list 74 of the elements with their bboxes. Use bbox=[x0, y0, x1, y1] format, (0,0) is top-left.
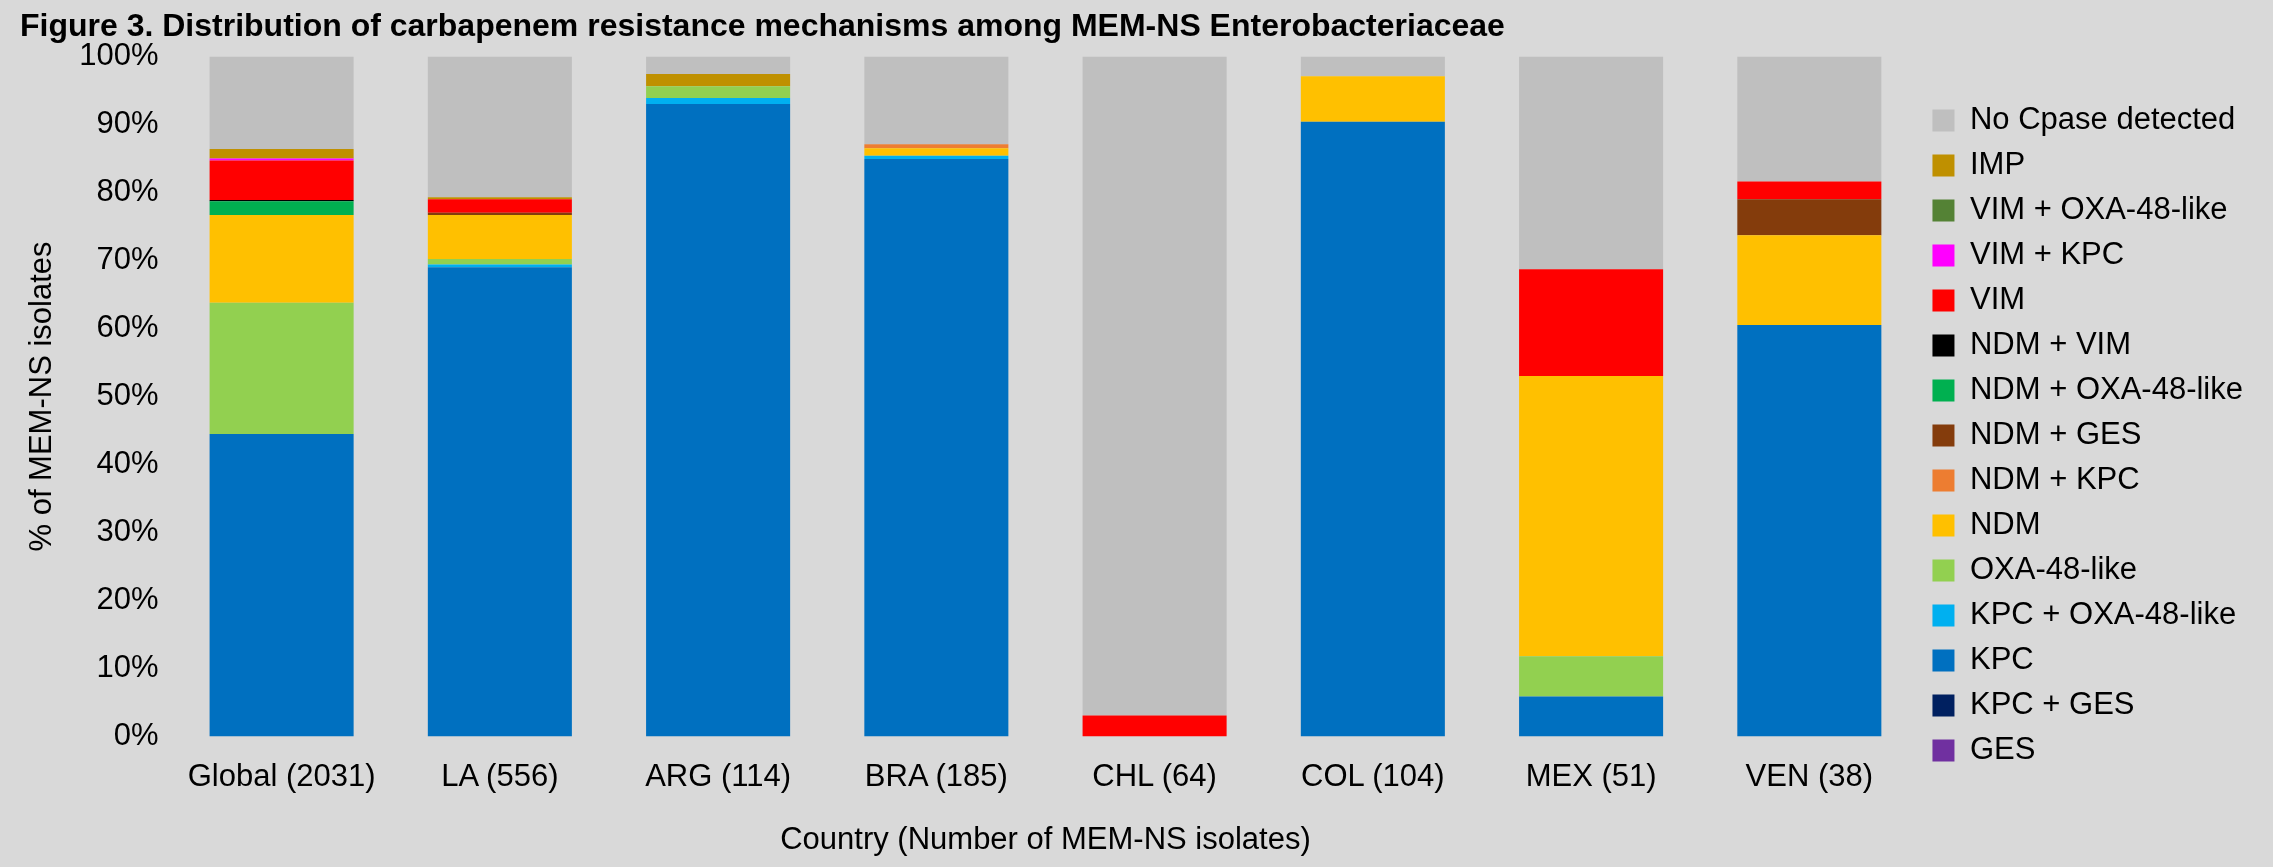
bar bbox=[1300, 121, 1445, 737]
x-tick-label: BRA (185) bbox=[864, 757, 1008, 793]
x-tick-label: MEX (51) bbox=[1525, 757, 1657, 793]
bar bbox=[1737, 56, 1882, 182]
y-axis-title: % of MEM-NS isolates bbox=[23, 241, 59, 552]
x-tick-label: VEN (38) bbox=[1745, 757, 1874, 793]
bar bbox=[427, 56, 572, 198]
legend-label: No Cpase detected bbox=[1969, 101, 2236, 137]
bar bbox=[1519, 56, 1664, 270]
bar bbox=[1737, 199, 1882, 236]
bar bbox=[209, 214, 354, 303]
x-tick-label: CHL (64) bbox=[1092, 757, 1217, 793]
bar bbox=[646, 86, 791, 98]
bar bbox=[1519, 696, 1664, 737]
legend-label: NDM + KPC bbox=[1969, 461, 2140, 497]
y-tick-label: 90% bbox=[96, 104, 159, 140]
legend-label: KPC + GES bbox=[1969, 686, 2135, 722]
bar bbox=[1737, 325, 1882, 737]
x-tick-label: ARG (114) bbox=[645, 757, 792, 793]
bar bbox=[1737, 235, 1882, 326]
legend-label: OXA-48-like bbox=[1969, 551, 2138, 587]
y-tick-label: 0% bbox=[113, 717, 159, 753]
bar bbox=[427, 197, 572, 200]
x-tick-label: Global (2031) bbox=[187, 757, 376, 793]
y-tick-label: 20% bbox=[96, 581, 159, 617]
legend-label: KPC bbox=[1969, 641, 2034, 677]
bar bbox=[864, 144, 1009, 149]
bar bbox=[1519, 269, 1664, 377]
legend-label: KPC + OXA-48-like bbox=[1969, 596, 2237, 632]
bar bbox=[209, 160, 354, 200]
bar bbox=[427, 214, 572, 260]
bar bbox=[646, 97, 791, 105]
bar bbox=[209, 148, 354, 159]
bar bbox=[646, 56, 791, 75]
x-tick-label: LA (556) bbox=[441, 757, 559, 793]
bar bbox=[864, 56, 1009, 145]
bar bbox=[209, 201, 354, 215]
bar bbox=[427, 267, 572, 737]
y-tick-label: 70% bbox=[96, 241, 159, 277]
bar bbox=[427, 212, 572, 215]
legend-label: VIM bbox=[1969, 281, 2026, 317]
legend-label: NDM + OXA-48-like bbox=[1969, 371, 2244, 407]
bar bbox=[1737, 181, 1882, 200]
legend-label: NDM bbox=[1969, 506, 2041, 542]
bar bbox=[1300, 56, 1445, 77]
bar bbox=[864, 148, 1009, 156]
bar bbox=[427, 199, 572, 213]
bar bbox=[209, 433, 354, 737]
legend-label: NDM + VIM bbox=[1969, 326, 2132, 362]
y-tick-label: 30% bbox=[96, 513, 159, 549]
bar bbox=[209, 56, 354, 149]
bar bbox=[864, 159, 1009, 737]
y-tick-label: 40% bbox=[96, 445, 159, 481]
legend-label: IMP bbox=[1969, 146, 2026, 182]
y-tick-label: 10% bbox=[96, 649, 159, 685]
bar bbox=[646, 104, 791, 737]
bar bbox=[1082, 56, 1227, 716]
legend-label: NDM + GES bbox=[1969, 416, 2142, 452]
y-tick-label: 50% bbox=[96, 377, 159, 413]
y-tick-label: 80% bbox=[96, 172, 159, 208]
legend-label: VIM + KPC bbox=[1969, 236, 2125, 272]
bar bbox=[209, 158, 354, 161]
x-axis-title: Country (Number of MEM-NS isolates) bbox=[780, 820, 1311, 856]
bar bbox=[209, 302, 354, 434]
bar bbox=[1519, 376, 1664, 657]
legend-label: GES bbox=[1969, 731, 2036, 767]
legend-label: VIM + OXA-48-like bbox=[1969, 191, 2228, 227]
bar bbox=[427, 259, 572, 265]
bar bbox=[1082, 715, 1227, 737]
y-tick-label: 60% bbox=[96, 309, 159, 345]
bar bbox=[1300, 76, 1445, 122]
bar bbox=[1519, 656, 1664, 697]
bar bbox=[646, 74, 791, 87]
x-tick-label: COL (104) bbox=[1301, 757, 1445, 793]
